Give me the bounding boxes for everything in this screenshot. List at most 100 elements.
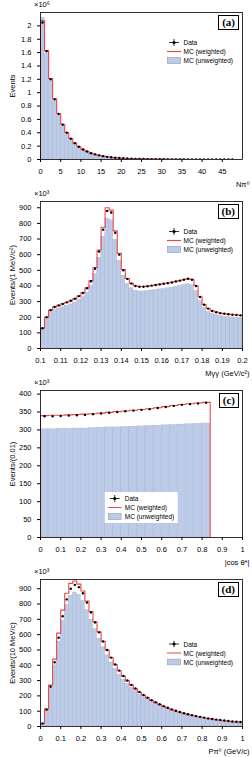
svg-text:Pπ⁰ (GeV/c): Pπ⁰ (GeV/c) [208,747,250,756]
html-text:(b): (b) [221,205,235,217]
svg-text:0.2: 0.2 [76,734,86,743]
svg-text:30: 30 [158,167,166,176]
svg-text:0.14: 0.14 [114,356,129,365]
svg-text:0: 0 [27,533,31,542]
svg-text:1.8: 1.8 [21,35,31,44]
svg-text:0.17: 0.17 [175,356,190,365]
svg-text:35: 35 [178,167,186,176]
svg-text:0.8: 0.8 [197,734,207,743]
html-text:×10³: ×10³ [34,378,50,387]
svg-text:0.9: 0.9 [217,545,227,554]
svg-text:0: 0 [38,734,42,743]
svg-text:0: 0 [38,167,42,176]
html-text:(a): (a) [222,16,235,28]
svg-text:40: 40 [198,167,206,176]
svg-text:1: 1 [240,734,244,743]
svg-text:0.1: 0.1 [55,545,65,554]
svg-text:50: 50 [23,515,31,524]
html-text:×10³: ×10³ [34,189,50,198]
svg-text:0.13: 0.13 [94,356,109,365]
svg-text:0.4: 0.4 [116,545,126,554]
svg-text:500: 500 [19,645,32,654]
svg-text:200: 200 [19,461,32,470]
svg-text:150: 150 [19,479,32,488]
svg-text:0.3: 0.3 [96,734,106,743]
svg-text:0.5: 0.5 [136,734,146,743]
svg-text:200: 200 [19,691,32,700]
svg-text:25: 25 [137,167,145,176]
svg-text:0.2: 0.2 [21,142,31,151]
svg-text:900: 900 [19,203,32,212]
svg-text:0.15: 0.15 [134,356,149,365]
svg-text:700: 700 [19,615,32,624]
svg-text:15: 15 [97,167,105,176]
svg-text:400: 400 [19,389,32,398]
svg-text:1.4: 1.4 [21,61,31,70]
svg-text:0.5: 0.5 [136,545,146,554]
html-text:×10³: ×10³ [34,567,50,576]
svg-text:0: 0 [27,344,31,353]
svg-text:Events/(0.01): Events/(0.01) [8,441,17,486]
svg-text:Events/(10 MeV/c): Events/(10 MeV/c) [8,622,17,684]
svg-text:400: 400 [19,661,32,670]
svg-text:0.11: 0.11 [54,356,68,365]
svg-text:1: 1 [27,88,31,97]
svg-text:200: 200 [19,313,32,322]
svg-text:400: 400 [19,281,32,290]
svg-text:10: 10 [77,167,85,176]
html-text:Data: Data [183,39,198,46]
svg-text:20: 20 [117,167,125,176]
svg-text:0.18: 0.18 [195,356,210,365]
svg-text:1: 1 [240,545,244,554]
svg-text:0.16: 0.16 [154,356,169,365]
svg-text:0: 0 [27,155,31,164]
svg-text:100: 100 [19,707,32,716]
svg-text:0.6: 0.6 [21,115,31,124]
svg-text:0: 0 [38,545,42,554]
svg-text:600: 600 [19,250,32,259]
svg-text:600: 600 [19,630,32,639]
svg-text:300: 300 [19,297,32,306]
svg-text:0.9: 0.9 [217,734,227,743]
svg-text:1.2: 1.2 [21,75,31,84]
svg-text:1.6: 1.6 [21,48,31,57]
svg-text:0.4: 0.4 [116,734,126,743]
svg-text:Events/(1 MeV/c²): Events/(1 MeV/c²) [8,244,17,305]
svg-text:0.4: 0.4 [21,128,31,137]
svg-text:Mγγ (GeV/c²): Mγγ (GeV/c²) [205,369,250,378]
svg-text:700: 700 [19,234,32,243]
svg-text:0: 0 [27,722,31,731]
svg-text:0.8: 0.8 [197,545,207,554]
html-text:×10⁶: ×10⁶ [34,0,50,9]
svg-text:0.6: 0.6 [156,734,166,743]
svg-text:900: 900 [19,584,32,593]
svg-text:0.7: 0.7 [177,734,187,743]
html-text:(d): (d) [221,583,235,595]
svg-text:800: 800 [19,219,32,228]
svg-text:0.19: 0.19 [215,356,230,365]
svg-text:Nπ⁰: Nπ⁰ [236,180,250,189]
svg-text:800: 800 [19,599,32,608]
svg-text:0.1: 0.1 [55,734,65,743]
svg-text:0.2: 0.2 [237,356,247,365]
svg-text:0.7: 0.7 [177,545,187,554]
svg-text:0.8: 0.8 [21,101,31,110]
svg-text:0.6: 0.6 [156,545,166,554]
svg-text:300: 300 [19,676,32,685]
svg-text:100: 100 [19,328,32,337]
svg-text:0.12: 0.12 [74,356,89,365]
svg-text:0.1: 0.1 [35,356,45,365]
svg-text:|cos θ*|: |cos θ*| [225,558,250,567]
svg-text:0.3: 0.3 [96,545,106,554]
html-text:(c): (c) [222,394,235,406]
svg-text:100: 100 [19,497,32,506]
svg-text:5: 5 [59,167,63,176]
svg-text:45: 45 [218,167,226,176]
svg-text:500: 500 [19,266,32,275]
svg-text:2: 2 [27,21,31,30]
svg-text:250: 250 [19,443,32,452]
svg-text:0.2: 0.2 [76,545,86,554]
svg-text:Events: Events [8,74,17,97]
svg-text:350: 350 [19,407,32,416]
svg-text:300: 300 [19,425,32,434]
